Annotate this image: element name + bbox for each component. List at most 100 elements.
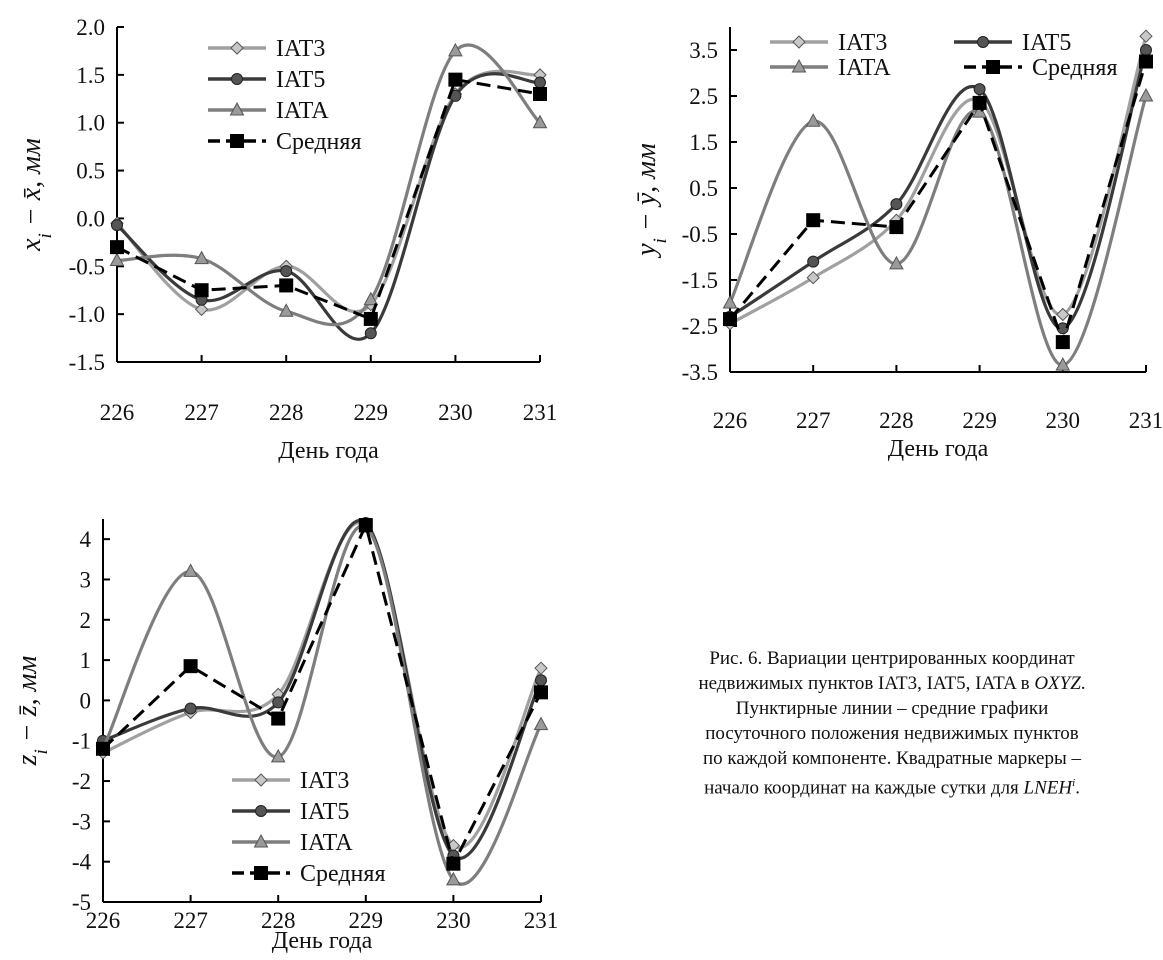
data-point xyxy=(723,312,737,327)
legend-label: IAT3 xyxy=(300,768,349,794)
legend-entry: IATA xyxy=(208,98,329,124)
legend-entry: Средняя xyxy=(232,861,385,887)
data-point xyxy=(364,327,377,340)
y-tick-label: 3 xyxy=(80,567,92,592)
y-tick-label: 0.5 xyxy=(76,159,105,184)
x-tick-label: 229 xyxy=(354,400,389,425)
legend-entry: Средняя xyxy=(964,55,1117,81)
legend-entry: IAT3 xyxy=(232,768,349,794)
legend-marker xyxy=(230,134,244,148)
caption-line-4: посуточного положения недвижимых пунктов xyxy=(705,723,1079,744)
legend: IAT3 IAT5 IATA Средняя xyxy=(770,30,1117,81)
data-point xyxy=(194,283,209,298)
data-point xyxy=(271,711,286,726)
x-axis-label: День года xyxy=(888,436,989,462)
series-line xyxy=(101,520,543,868)
x-tick-label: 231 xyxy=(523,400,558,425)
series-mean xyxy=(723,54,1153,350)
x-tick-label: 228 xyxy=(261,908,296,933)
data-point xyxy=(448,42,463,57)
data-point xyxy=(889,220,904,235)
caption-line-6: начало координат на каждые сутки для LNE… xyxy=(704,777,1080,799)
data-point xyxy=(279,278,294,293)
legend-entry: IATA xyxy=(770,55,891,81)
series-line xyxy=(102,518,543,860)
data-point xyxy=(534,685,548,700)
x-tick-label: 227 xyxy=(184,400,219,425)
legend-label: Средняя xyxy=(276,129,361,155)
x-tick-label: 227 xyxy=(173,908,208,933)
legend-label: IAT5 xyxy=(1022,30,1071,56)
legend-entry: IAT5 xyxy=(232,799,349,825)
data-point xyxy=(270,748,286,763)
legend-entry: IAT5 xyxy=(954,30,1071,56)
legend-entry: Средняя xyxy=(208,129,361,155)
data-point xyxy=(280,265,293,278)
y-tick-label: 0 xyxy=(80,688,92,713)
y-tick-label: 0.0 xyxy=(76,206,105,231)
legend-label: IAT3 xyxy=(838,30,887,56)
data-point xyxy=(534,76,546,89)
data-point xyxy=(973,83,986,96)
legend-marker xyxy=(791,58,807,73)
data-point xyxy=(889,255,904,270)
caption-line-2: недвижимых пунктов IAT3, IAT5, IATA в OX… xyxy=(698,673,1086,694)
data-point xyxy=(1139,54,1153,69)
y-axis-label: zi − z̄, мм xyxy=(12,656,52,767)
legend-marker xyxy=(792,35,806,49)
data-point xyxy=(722,294,738,309)
legend-marker xyxy=(977,36,989,48)
y-tick-label: 1.5 xyxy=(76,63,105,88)
series-line xyxy=(728,95,1148,367)
x-tick-label: 231 xyxy=(524,908,559,933)
data-point xyxy=(110,240,124,255)
data-point xyxy=(194,250,209,265)
legend-entry: IAT3 xyxy=(208,36,325,62)
data-point xyxy=(111,219,123,232)
y-tick-label: -1 xyxy=(72,729,91,754)
y-tick-label: -5 xyxy=(72,890,91,915)
y-axis-label: yi − ȳ, мм xyxy=(631,143,671,259)
data-point xyxy=(183,563,198,577)
x-tick-label: 228 xyxy=(269,400,304,425)
y-tick-label: 2 xyxy=(80,608,92,633)
data-point xyxy=(535,674,547,687)
data-point xyxy=(1138,87,1154,102)
x-tick-label: 229 xyxy=(962,408,997,433)
chart-1: -1.5 -1.0 -0.5 0.0 0.5 1.0 1.5 2.0 226 227 228 229 2… xyxy=(16,15,557,464)
y-tick-label: -4 xyxy=(72,850,92,875)
legend-label: IAT5 xyxy=(300,799,349,825)
data-point xyxy=(806,270,820,285)
legend-label: IAT3 xyxy=(276,36,325,62)
data-point xyxy=(533,716,549,731)
x-tick-label: 226 xyxy=(713,408,748,433)
figure-caption: Рис. 6. Вариации центрированных координа… xyxy=(626,646,1158,800)
x-tick-label: 228 xyxy=(879,408,914,433)
data-point xyxy=(194,302,209,317)
legend-marker xyxy=(986,60,1000,74)
series-mean xyxy=(96,518,548,871)
data-point xyxy=(183,659,198,674)
legend-entry: IATA xyxy=(232,830,353,856)
data-point xyxy=(533,87,547,101)
chart-2: -3.5 -2.5 -1.5 -0.5 0.5 1.5 2.5 3.5 226 227 228 229… xyxy=(631,27,1163,462)
series-line xyxy=(116,77,541,321)
x-tick-label: 226 xyxy=(100,400,135,425)
y-tick-label: -0.5 xyxy=(682,222,718,247)
y-tick-label: -2 xyxy=(72,769,91,794)
series-mean xyxy=(110,72,547,326)
caption-line-3: Пунктирные линии – средние графики xyxy=(735,698,1049,719)
y-tick-label: 0.5 xyxy=(689,176,718,201)
data-point xyxy=(1140,44,1152,56)
x-tick-label: 227 xyxy=(796,408,831,433)
x-tick-label: 230 xyxy=(438,400,473,425)
data-point xyxy=(96,741,110,756)
y-tick-label: 3.5 xyxy=(689,38,718,63)
data-point xyxy=(358,518,373,533)
series-line xyxy=(728,61,1148,347)
series-iat5 xyxy=(724,44,1152,335)
y-tick-label: 1 xyxy=(80,648,92,673)
data-point xyxy=(363,311,378,326)
y-tick-label: 1.5 xyxy=(689,130,718,155)
